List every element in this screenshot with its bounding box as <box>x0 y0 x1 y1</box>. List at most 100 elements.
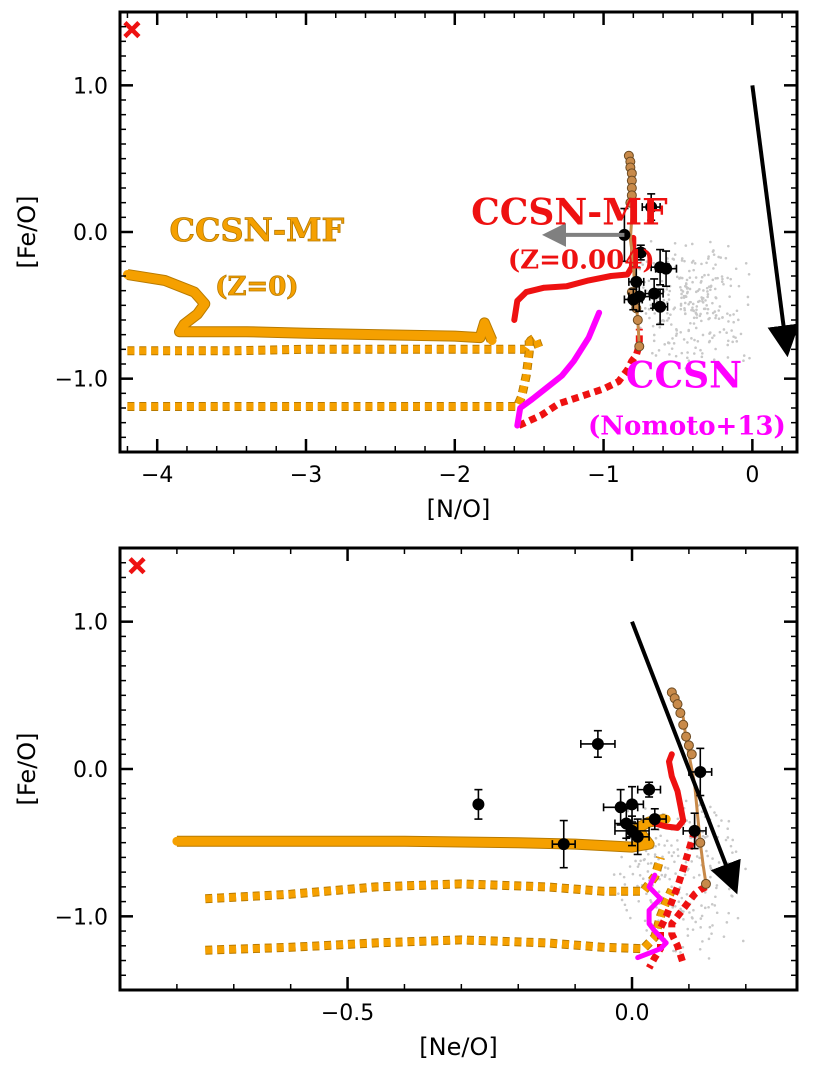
scatter-point <box>690 337 693 340</box>
scatter-point <box>704 307 707 311</box>
scatter-point <box>672 949 675 953</box>
scatter-point <box>670 323 673 326</box>
scatter-point <box>638 267 641 271</box>
scatter-point <box>700 810 704 813</box>
scatter-point <box>626 809 630 813</box>
scatter-point <box>673 860 676 864</box>
scatter-point <box>717 309 721 312</box>
scatter-point <box>732 320 735 324</box>
scatter-point <box>636 884 639 888</box>
data-marker <box>634 246 647 259</box>
scatter-point <box>650 900 653 904</box>
x-tick-label: −0.5 <box>321 1001 374 1026</box>
scatter-point <box>731 340 734 344</box>
scatter-point <box>727 911 730 915</box>
scatter-point <box>648 316 651 320</box>
scatter-point <box>728 295 731 298</box>
scatter-point <box>680 296 683 300</box>
scatter-point <box>692 876 696 879</box>
scatter-point <box>698 314 702 318</box>
scatter-point <box>686 351 689 354</box>
scatter-point <box>690 261 694 264</box>
scatter-point <box>700 319 703 323</box>
scatter-point <box>724 256 728 260</box>
scatter-point <box>687 329 690 333</box>
scatter-point <box>685 291 689 295</box>
scatter-point <box>643 307 647 310</box>
scatter-point <box>714 813 718 817</box>
scatter-point <box>708 316 711 320</box>
scatter-point <box>726 827 729 830</box>
scatter-point <box>687 359 691 362</box>
scatter-point <box>735 309 739 313</box>
scatter-point <box>730 329 733 332</box>
scatter-point <box>695 305 699 308</box>
scatter-point <box>673 904 677 908</box>
scatter-point <box>717 255 720 259</box>
scatter-point <box>680 259 684 262</box>
scatter-point <box>664 873 667 877</box>
tan-point <box>632 315 643 325</box>
scatter-point <box>675 327 678 331</box>
scatter-point <box>666 867 670 870</box>
scatter-point <box>679 331 682 334</box>
scatter-point <box>741 939 745 943</box>
scatter-point <box>684 244 688 247</box>
scatter-point <box>709 285 713 289</box>
scatter-point <box>711 301 714 305</box>
tan-point <box>695 837 706 848</box>
scatter-point <box>701 301 705 304</box>
scatter-point <box>699 281 703 284</box>
scatter-point <box>683 312 687 315</box>
scatter-point <box>678 886 682 889</box>
scatter-point <box>714 316 717 320</box>
x-tick-label: −2 <box>439 463 471 488</box>
annotation-label: (Z=0) <box>215 272 298 302</box>
scatter-point <box>709 805 712 809</box>
scatter-point <box>674 354 678 358</box>
scatter-point <box>638 873 642 877</box>
scatter-point <box>705 286 709 290</box>
ccsn-mf-z0-dotted-lower-line <box>205 888 675 954</box>
ccsn-mf-z0-solid-line <box>172 814 671 852</box>
scatter-point <box>649 239 653 243</box>
scatter-point <box>726 339 730 343</box>
scatter-point <box>718 305 722 308</box>
scatter-point <box>668 353 671 356</box>
scatter-point <box>715 886 718 890</box>
scatter-point <box>682 338 686 341</box>
scatter-point <box>652 339 656 343</box>
scatter-point <box>716 276 719 280</box>
scatter-point <box>692 316 696 320</box>
scatter-point <box>663 866 667 869</box>
scatter-point <box>699 917 703 920</box>
scatter-point <box>673 253 677 256</box>
scatter-point <box>670 347 674 350</box>
scatter-point <box>652 261 656 265</box>
ccsn-mf-z0-dotted-lower-outline <box>127 332 534 411</box>
scatter-point <box>694 326 698 330</box>
scatter-point <box>649 303 653 307</box>
annotation-label: CCSN <box>626 354 742 396</box>
scatter-point <box>725 331 728 335</box>
scatter-point <box>657 843 661 846</box>
scatter-point <box>645 892 648 896</box>
scatter-point <box>684 367 688 370</box>
scatter-point <box>742 354 746 357</box>
scatter-point <box>665 839 669 843</box>
data-point <box>625 818 650 856</box>
scatter-point <box>677 900 681 904</box>
scatter-point <box>639 859 642 863</box>
scatter-point <box>700 262 703 266</box>
scatter-point <box>748 356 751 360</box>
scatter-point <box>683 259 686 263</box>
scatter-point <box>711 857 714 860</box>
scatter-point <box>747 272 751 276</box>
scatter-point <box>682 918 685 921</box>
scatter-point <box>700 904 703 907</box>
scatter-point <box>706 311 709 315</box>
scatter-point <box>709 875 712 879</box>
annotation-label: (Z=0.004) <box>508 246 655 276</box>
tan-point <box>675 708 686 719</box>
scatter-point <box>712 267 715 270</box>
